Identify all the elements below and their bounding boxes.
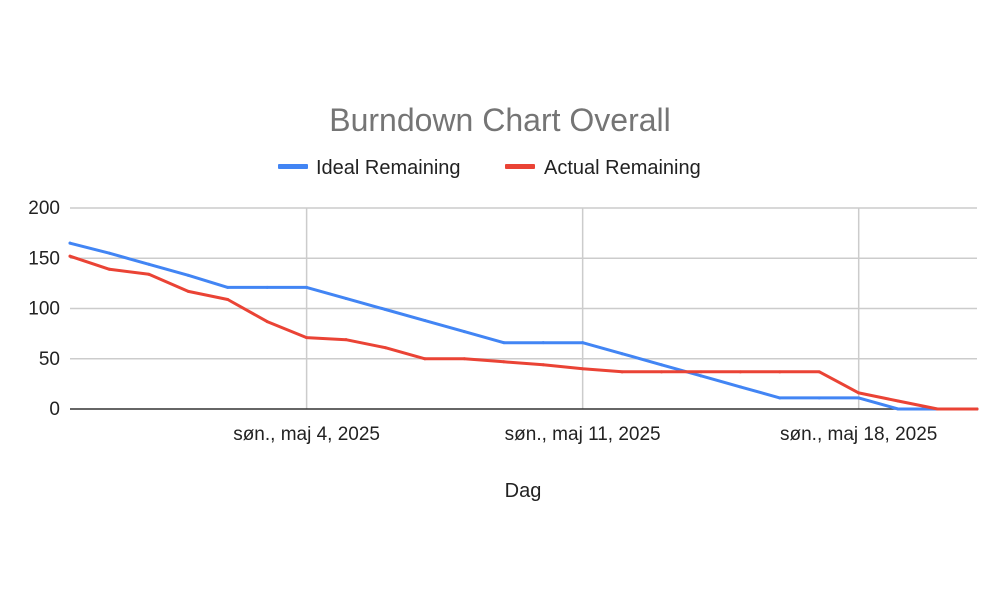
data-point[interactable] [660, 370, 664, 374]
data-point[interactable] [423, 357, 427, 361]
data-point[interactable] [660, 363, 664, 367]
series-line-0[interactable] [68, 241, 979, 411]
data-point[interactable] [107, 251, 111, 255]
data-point[interactable] [738, 370, 742, 374]
y-tick-label: 150 [28, 248, 60, 269]
data-point[interactable] [541, 341, 545, 345]
data-point[interactable] [147, 272, 151, 276]
data-point[interactable] [778, 396, 782, 400]
y-axis-ticks: 0 50 100 150 200 [28, 198, 60, 420]
y-gridlines [70, 207, 977, 360]
x-tick-label: søn., maj 11, 2025 [505, 424, 661, 445]
series-0 [68, 241, 979, 411]
legend-swatch-ideal [278, 164, 308, 169]
y-tick-label: 50 [39, 349, 60, 370]
x-axis-label: Dag [505, 480, 542, 502]
y-tick-label: 0 [49, 399, 60, 420]
series-layer [68, 241, 979, 411]
legend: Ideal Remaining Actual Remaining [278, 157, 701, 179]
data-point[interactable] [186, 273, 190, 277]
data-point[interactable] [265, 285, 269, 289]
data-point[interactable] [462, 330, 466, 334]
data-point[interactable] [383, 308, 387, 312]
x-gridlines [305, 208, 860, 409]
data-point[interactable] [817, 370, 821, 374]
data-point[interactable] [620, 352, 624, 356]
chart-title: Burndown Chart Overall [329, 102, 670, 138]
data-point[interactable] [462, 357, 466, 361]
data-point[interactable] [186, 289, 190, 293]
data-point[interactable] [305, 336, 309, 340]
data-point[interactable] [265, 320, 269, 324]
data-point[interactable] [857, 391, 861, 395]
data-point[interactable] [502, 360, 506, 364]
data-point[interactable] [857, 396, 861, 400]
legend-item-ideal[interactable]: Ideal Remaining [278, 157, 461, 179]
legend-label-ideal: Ideal Remaining [316, 157, 461, 179]
series-line-1[interactable] [68, 254, 979, 411]
data-point[interactable] [896, 407, 900, 411]
data-point[interactable] [581, 341, 585, 345]
data-point[interactable] [344, 338, 348, 342]
data-point[interactable] [344, 296, 348, 300]
data-point[interactable] [68, 241, 72, 245]
data-point[interactable] [699, 374, 703, 378]
data-point[interactable] [620, 370, 624, 374]
data-point[interactable] [738, 385, 742, 389]
data-point[interactable] [107, 267, 111, 271]
data-point[interactable] [581, 367, 585, 371]
x-axis-ticks: søn., maj 4, 2025 søn., maj 11, 2025 søn.,… [233, 424, 937, 445]
data-point[interactable] [147, 262, 151, 266]
data-point[interactable] [226, 285, 230, 289]
y-tick-label: 100 [28, 299, 60, 320]
y-tick-label: 200 [28, 198, 60, 219]
data-point[interactable] [423, 319, 427, 323]
data-point[interactable] [817, 396, 821, 400]
data-point[interactable] [975, 407, 979, 411]
legend-item-actual[interactable]: Actual Remaining [505, 157, 701, 179]
data-point[interactable] [936, 407, 940, 411]
data-point[interactable] [502, 341, 506, 345]
data-point[interactable] [541, 363, 545, 367]
data-point[interactable] [383, 346, 387, 350]
data-point[interactable] [68, 254, 72, 258]
data-point[interactable] [699, 370, 703, 374]
data-point[interactable] [896, 399, 900, 403]
x-tick-label: søn., maj 18, 2025 [780, 424, 937, 445]
series-1 [68, 254, 979, 411]
legend-label-actual: Actual Remaining [544, 157, 701, 179]
legend-swatch-actual [505, 164, 535, 169]
data-point[interactable] [778, 370, 782, 374]
data-point[interactable] [226, 297, 230, 301]
x-tick-label: søn., maj 4, 2025 [233, 424, 380, 445]
data-point[interactable] [305, 285, 309, 289]
